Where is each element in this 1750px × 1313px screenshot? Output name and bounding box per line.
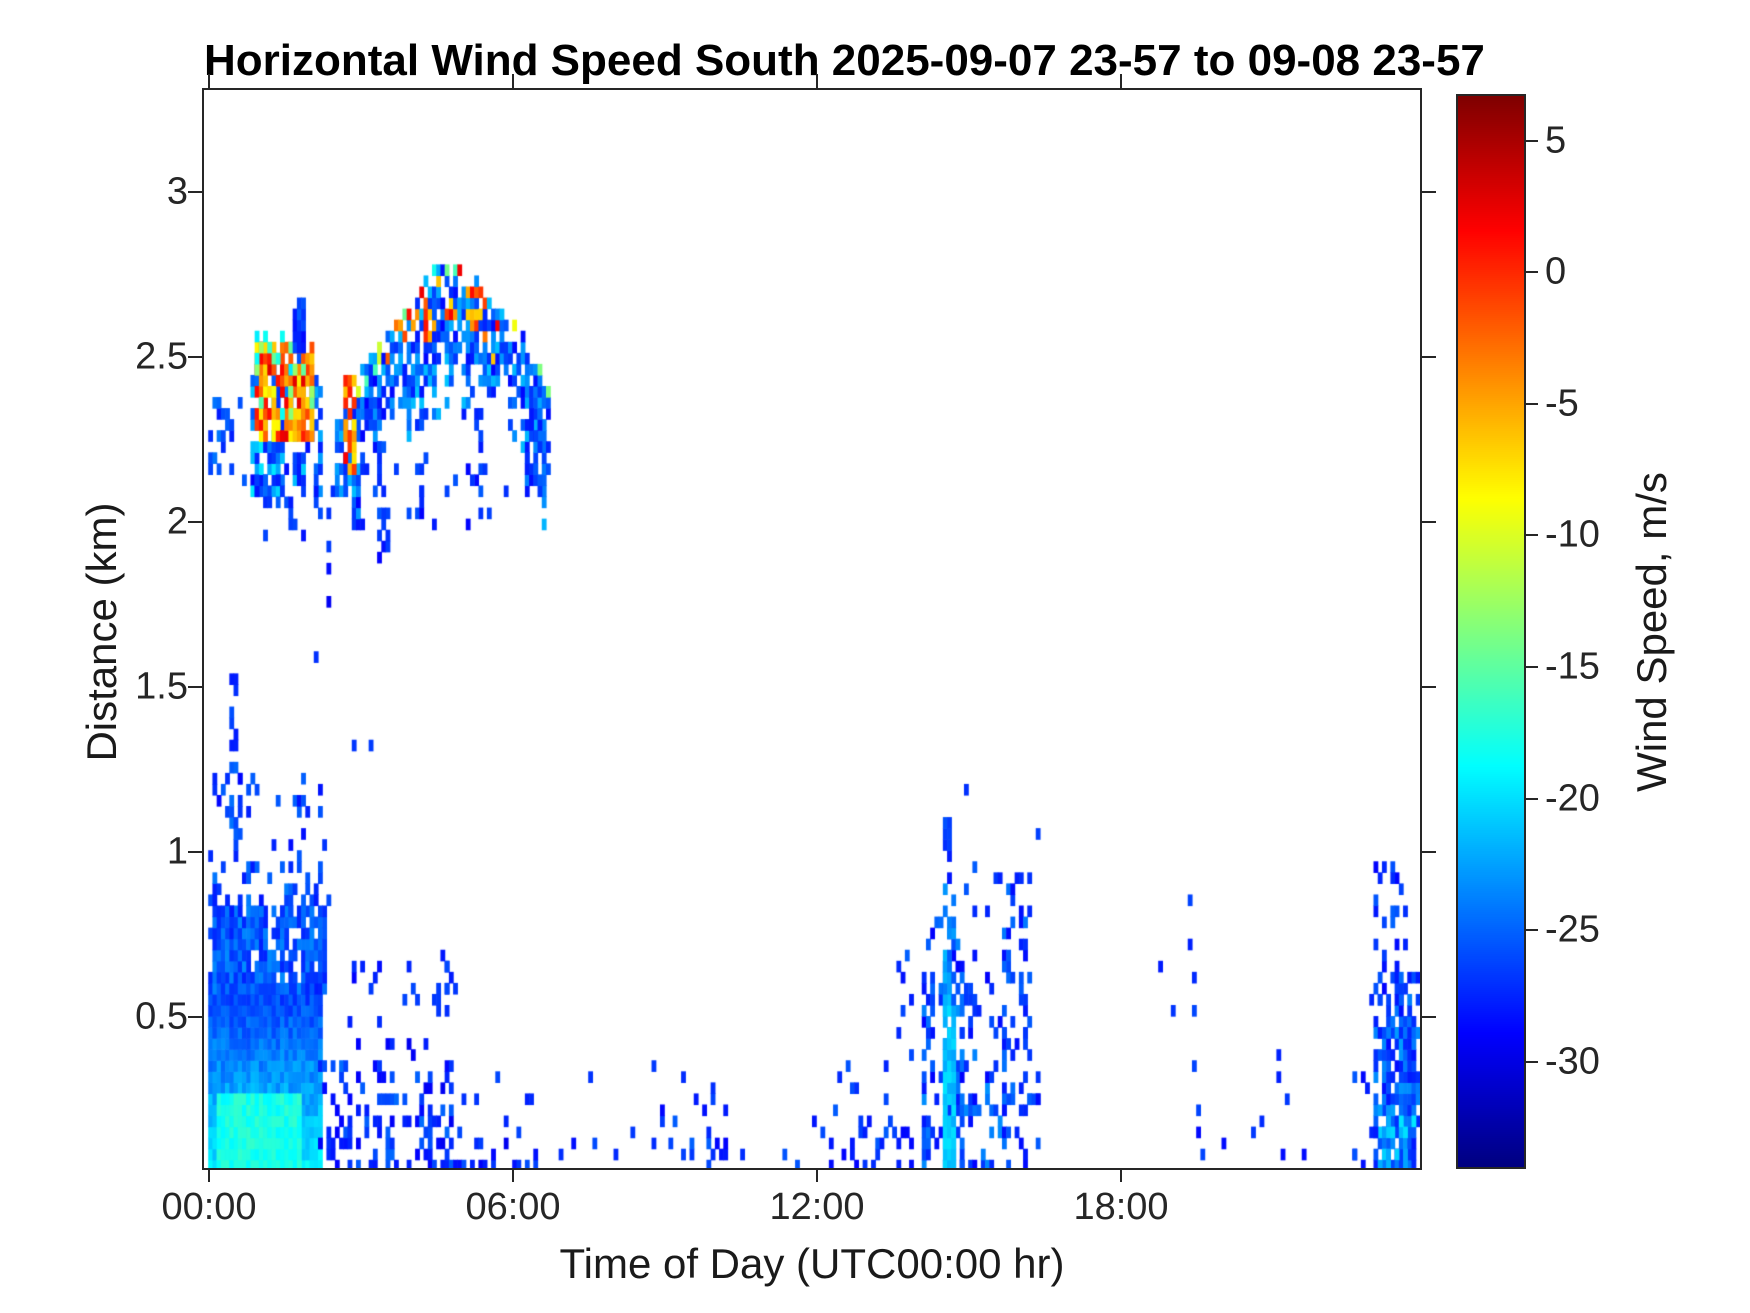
y-tick-mark — [188, 520, 202, 523]
y-tick-mark — [188, 190, 202, 193]
y-tick-label-1: 1 — [166, 830, 188, 873]
y-tick-mark-right — [1422, 190, 1436, 193]
colorbar-tick-mark — [1526, 402, 1538, 405]
x-tick-mark — [816, 1168, 819, 1182]
y-tick-label-3: 3 — [166, 170, 188, 213]
cb-tick-label-m20: -20 — [1545, 777, 1600, 820]
x-tick-mark-top — [208, 74, 211, 88]
y-tick-mark-right — [1422, 1015, 1436, 1018]
cb-tick-label-m25: -25 — [1545, 908, 1600, 951]
x-tick-mark-top — [1120, 74, 1123, 88]
y-tick-mark — [188, 685, 202, 688]
colorbar-tick-mark — [1526, 534, 1538, 537]
y-tick-mark-right — [1422, 850, 1436, 853]
x-tick-mark-top — [512, 74, 515, 88]
colorbar — [1456, 94, 1526, 1169]
x-tick-mark-top — [816, 74, 819, 88]
x-tick-mark — [512, 1168, 515, 1182]
cb-tick-label-m30: -30 — [1545, 1040, 1600, 1083]
chart-title: Horizontal Wind Speed South 2025-09-07 2… — [204, 36, 1485, 85]
x-tick-mark — [1120, 1168, 1123, 1182]
y-tick-label-2: 2 — [166, 500, 188, 543]
y-tick-mark — [188, 850, 202, 853]
x-tick-label-12: 12:00 — [769, 1186, 865, 1228]
y-tick-label-1p5: 1.5 — [135, 665, 188, 708]
colorbar-tick-mark — [1526, 797, 1538, 800]
x-tick-label-00: 00:00 — [161, 1186, 257, 1228]
colorbar-tick-mark — [1526, 929, 1538, 932]
colorbar-axis-label: Wind Speed, m/s — [1628, 472, 1675, 792]
colorbar-tick-mark — [1526, 139, 1538, 142]
y-tick-mark — [188, 1015, 202, 1018]
cb-tick-label-m5: -5 — [1545, 382, 1579, 425]
x-tick-label-06: 06:00 — [465, 1186, 561, 1228]
y-tick-label-2p5: 2.5 — [135, 335, 188, 378]
cb-tick-label-0: 0 — [1545, 250, 1567, 293]
cb-tick-label-m15: -15 — [1545, 645, 1600, 688]
cb-tick-label-m10: -10 — [1545, 513, 1600, 556]
x-axis-label: Time of Day (UTC00:00 hr) — [559, 1240, 1065, 1287]
colorbar-canvas — [1458, 96, 1524, 1167]
x-tick-mark — [208, 1168, 211, 1182]
y-tick-mark-right — [1422, 355, 1436, 358]
y-tick-label-0p5: 0.5 — [135, 995, 188, 1038]
colorbar-tick-mark — [1526, 271, 1538, 274]
x-tick-label-18: 18:00 — [1073, 1186, 1169, 1228]
heatmap-canvas — [204, 90, 1420, 1168]
y-tick-mark-right — [1422, 520, 1436, 523]
colorbar-tick-mark — [1526, 666, 1538, 669]
y-tick-mark-right — [1422, 685, 1436, 688]
colorbar-tick-mark — [1526, 1060, 1538, 1063]
y-axis-label: Distance (km) — [78, 502, 125, 762]
y-tick-mark — [188, 355, 202, 358]
cb-tick-label-5: 5 — [1545, 119, 1567, 162]
